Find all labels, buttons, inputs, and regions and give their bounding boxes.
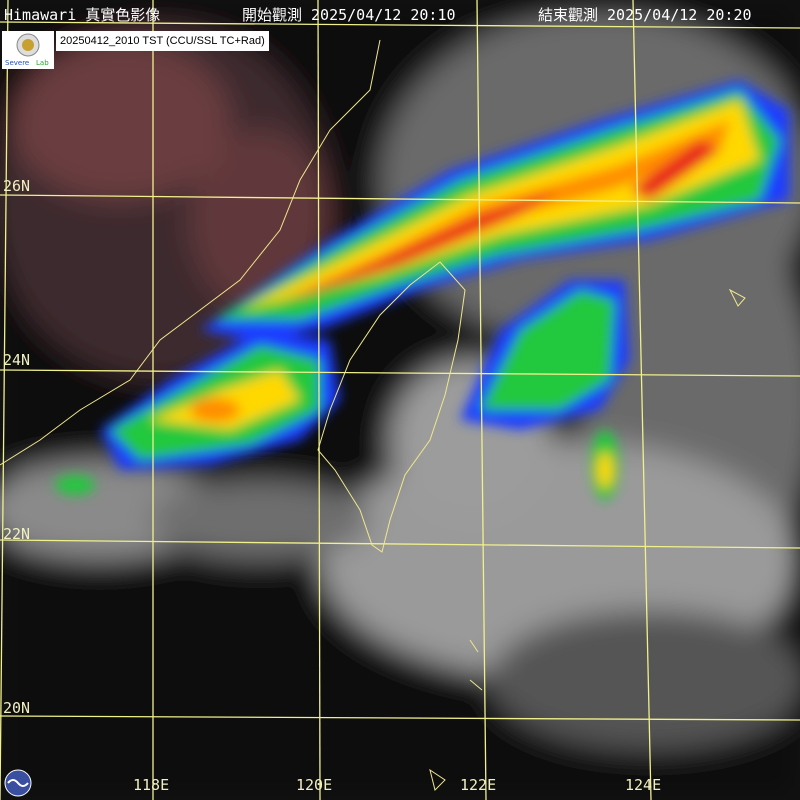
svg-text:Severe: Severe xyxy=(5,59,29,67)
islands xyxy=(429,288,746,791)
lon-label-122e: 122E xyxy=(460,776,497,794)
lat-label-24n: 24N xyxy=(3,351,31,369)
lon-label-124e: 124E xyxy=(625,776,662,794)
radar-echoes xyxy=(55,80,790,500)
gridline-top xyxy=(0,21,800,29)
lon-label-120e: 120E xyxy=(296,776,333,794)
gridline-124e xyxy=(632,0,652,800)
china-coast xyxy=(0,39,381,466)
gridline-122e xyxy=(476,0,487,800)
cwa-logo-icon xyxy=(4,769,32,797)
timestamp-label: 20250412_2010 TST (CCU/SSL TC+Rad) xyxy=(56,31,269,51)
coastlines xyxy=(0,39,746,791)
seal-icon: Severe Lab xyxy=(5,33,49,67)
gridline-20n xyxy=(0,715,800,721)
product-title: Himawari 真實色影像 xyxy=(4,6,161,24)
start-time: 開始觀測 2025/04/12 20:10 xyxy=(242,6,456,24)
end-time: 結束觀測 2025/04/12 20:20 xyxy=(538,6,752,24)
lat-label-26n: 26N xyxy=(3,177,31,195)
lab-logo: Severe Lab xyxy=(2,31,54,69)
gridline-24n xyxy=(0,369,800,377)
gridline-26n xyxy=(0,194,800,204)
gridline-left xyxy=(0,0,9,800)
lon-label-118e: 118E xyxy=(133,776,170,794)
lat-label-22n: 22N xyxy=(3,525,31,543)
taiwan-outline xyxy=(317,261,466,553)
gridline-22n xyxy=(0,539,800,549)
gridline-120e xyxy=(317,0,321,800)
svg-text:Lab: Lab xyxy=(36,59,49,67)
lat-label-20n: 20N xyxy=(3,699,31,717)
